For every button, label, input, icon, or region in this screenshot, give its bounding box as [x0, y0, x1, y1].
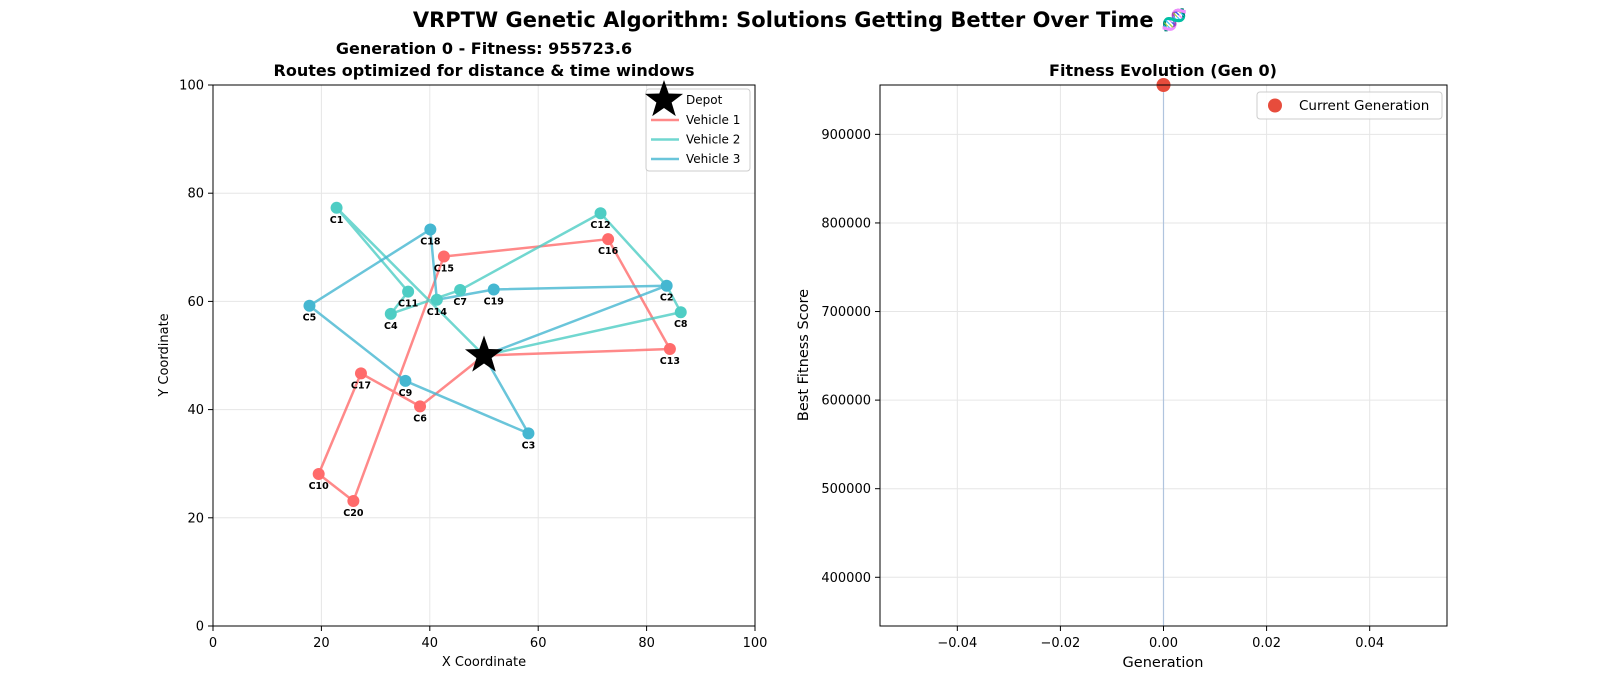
fitness-ytick-label: 900000: [821, 128, 871, 143]
legend-depot-label: Depot: [686, 93, 723, 107]
route-map-ytick-label: 0: [196, 620, 204, 635]
route-map-title-line1: Generation 0 - Fitness: 955723.6: [336, 39, 632, 58]
route-map-xtick-label: 0: [209, 636, 217, 651]
fitness-legend-box: [1256, 91, 1443, 120]
customer-label-c7: C7: [453, 297, 467, 308]
route-map-xtick-label: 20: [313, 636, 330, 651]
legend-vehicle-3-label: Vehicle 3: [686, 152, 740, 166]
customer-labels: C1 C2 C3 C4 C5 C6 C7 C8 C9 C10 C11 C12 C13 C14 C15 C16 C…: [303, 215, 688, 519]
customer-label-c12: C12: [590, 220, 610, 231]
customer-marker-c3: [522, 427, 535, 440]
customer-marker-c1: [330, 201, 343, 214]
customer-marker-c18: [424, 223, 437, 236]
depot-star-marker: [464, 335, 504, 372]
legend-vehicle-1-label: Vehicle 1: [686, 113, 740, 127]
fitness-xlabel: Generation: [1123, 655, 1204, 671]
customer-label-c19: C19: [484, 296, 504, 307]
route-map-ylabel: Y Coordinate: [157, 313, 172, 397]
customer-marker-c6: [414, 400, 427, 413]
customer-label-c3: C3: [522, 440, 536, 451]
customer-label-c18: C18: [420, 236, 441, 247]
route-map-chart: Generation 0 - Fitness: 955723.6 Routes …: [157, 39, 767, 670]
route-map-xtick-label: 60: [530, 636, 547, 651]
fitness-xtick-label: 0.04: [1355, 636, 1384, 651]
fitness-ytick-label: 600000: [821, 394, 871, 409]
route-map-ytick-label: 100: [179, 79, 204, 94]
customer-label-c8: C8: [674, 319, 688, 330]
route-map-legend: Depot Vehicle 1 Vehicle 2 Vehicle 3: [644, 80, 751, 172]
route-map-xtick-label: 40: [422, 636, 439, 651]
route-map-ticks: 0 20 40 60 80 100 0 20 40 60 80 100: [179, 79, 767, 652]
customer-label-c17: C17: [351, 380, 371, 391]
route-map-xtick-label: 80: [638, 636, 655, 651]
route-line-vehicle-3: [308, 228, 668, 435]
customer-marker-c10: [312, 467, 325, 480]
customer-label-c4: C4: [384, 321, 398, 332]
customer-marker-c14: [430, 293, 443, 306]
fitness-xtick-label: 0.02: [1252, 636, 1281, 651]
customer-label-c15: C15: [434, 263, 454, 274]
fitness-xtick-label: −0.04: [937, 636, 977, 651]
fitness-ytick-label: 800000: [821, 216, 871, 231]
legend-vehicle-2-label: Vehicle 2: [686, 133, 740, 147]
route-map-plot-frame: [212, 84, 756, 627]
route-map-title-line2: Routes optimized for distance & time win…: [274, 61, 695, 80]
customer-marker-c8: [674, 306, 687, 319]
customer-label-c5: C5: [303, 313, 317, 324]
customer-label-c14: C14: [427, 307, 448, 318]
fitness-evolution-chart: Fitness Evolution (Gen 0) −0.04 −0.02 0.00…: [796, 61, 1448, 671]
legend-depot-star: [644, 80, 684, 117]
fitness-title: Fitness Evolution (Gen 0): [1049, 61, 1277, 80]
customer-label-c2: C2: [660, 293, 674, 304]
customer-marker-c13: [663, 343, 676, 356]
fitness-xtick-label: 0.00: [1149, 636, 1178, 651]
customer-label-c9: C9: [399, 388, 413, 399]
customer-marker-c2: [660, 279, 673, 292]
customer-label-c1: C1: [330, 215, 344, 226]
customer-marker-c9: [399, 374, 412, 387]
fitness-xtick-label: −0.02: [1040, 636, 1080, 651]
customer-label-c11: C11: [398, 299, 418, 310]
customer-marker-c4: [384, 307, 397, 320]
customer-marker-c12: [594, 207, 607, 220]
route-map-ytick-label: 20: [187, 511, 204, 526]
legend-current-generation-marker: [1268, 98, 1282, 113]
legend-current-generation-label: Current Generation: [1299, 98, 1429, 114]
fitness-legend: Current Generation: [1256, 91, 1443, 120]
route-map-ytick-label: 60: [187, 295, 204, 310]
fitness-ytick-label: 500000: [821, 482, 871, 497]
customer-markers: [303, 201, 687, 508]
route-line-vehicle-2: [335, 206, 682, 357]
customer-marker-c5: [303, 299, 316, 312]
depot-marker-group: [464, 335, 504, 372]
customer-marker-c15: [437, 250, 450, 263]
customer-marker-c20: [347, 495, 360, 508]
customer-marker-c19: [487, 283, 500, 296]
route-map-grid: [212, 84, 756, 627]
customer-label-c16: C16: [598, 246, 619, 257]
customer-marker-c11: [402, 285, 415, 298]
route-map-xtick-label: 100: [743, 636, 768, 651]
customer-label-c6: C6: [413, 413, 427, 424]
figure-suptitle: VRPTW Genetic Algorithm: Solutions Getti…: [412, 8, 1188, 32]
fitness-ylabel: Best Fitness Score: [796, 289, 812, 421]
route-map-ytick-label: 80: [187, 187, 204, 202]
customer-marker-c17: [354, 367, 367, 380]
customer-marker-c7: [454, 284, 467, 297]
route-map-xlabel: X Coordinate: [442, 655, 526, 670]
customer-label-c10: C10: [309, 481, 330, 492]
customer-label-c20: C20: [343, 508, 364, 519]
fitness-ytick-label: 700000: [821, 305, 871, 320]
route-map-ytick-label: 40: [187, 403, 204, 418]
fitness-ticks: −0.04 −0.02 0.00 0.02 0.04 400000 500000 600000…: [821, 128, 1384, 651]
customer-label-c13: C13: [660, 356, 680, 367]
customer-marker-c16: [602, 233, 615, 246]
fitness-ytick-label: 400000: [821, 571, 871, 586]
